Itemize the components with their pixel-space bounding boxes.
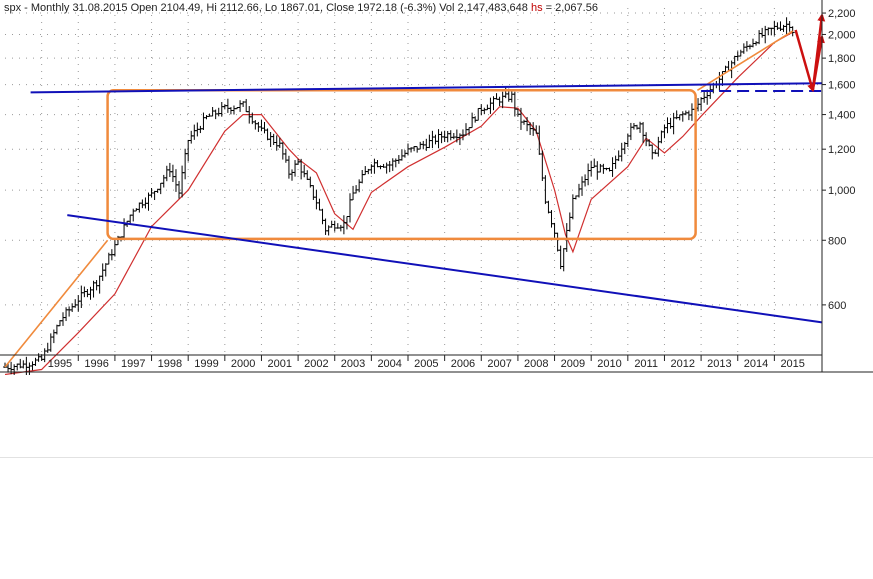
x-tick-label: 2007 xyxy=(487,358,511,370)
y-tick-label: 1,800 xyxy=(828,53,856,65)
header-prefix: spx - Monthly 31.08.2015 Open 2104.49, H… xyxy=(4,2,528,14)
x-tick-label: 2004 xyxy=(377,358,401,370)
x-tick-label: 2013 xyxy=(707,358,731,370)
grid xyxy=(5,8,822,355)
trend-line xyxy=(30,82,823,94)
x-tick-label: 2011 xyxy=(634,358,658,370)
price-chart: 2,200 2,000 1,800 1,600 1,400 1,200 1,000 800 60… xyxy=(0,0,873,375)
divider xyxy=(0,457,873,458)
y-tick-label: 800 xyxy=(828,235,846,247)
x-tick-label: 1998 xyxy=(158,358,182,370)
x-tick-label: 2014 xyxy=(744,358,768,370)
y-tick-label: 1,200 xyxy=(828,144,856,156)
x-tick-label: 1997 xyxy=(121,358,145,370)
x-tick-label: 2009 xyxy=(561,358,585,370)
x-tick-label: 2012 xyxy=(671,358,695,370)
x-tick-label: 2002 xyxy=(304,358,328,370)
hs-label: hs xyxy=(530,2,543,14)
moving-average-line xyxy=(4,31,793,375)
trend-line xyxy=(696,30,794,91)
x-tick-label: 1996 xyxy=(84,358,108,370)
x-tick-label: 1999 xyxy=(194,358,218,370)
y-tick-label: 1,400 xyxy=(828,110,856,122)
x-tick-label: 2005 xyxy=(414,358,438,370)
x-tick-label: 2001 xyxy=(268,358,292,370)
range-box xyxy=(106,89,697,241)
y-tick-label: 600 xyxy=(828,300,846,312)
x-tick-label: 2003 xyxy=(341,358,365,370)
y-tick-label: 1,600 xyxy=(828,80,856,92)
chart-area: 2,200 2,000 1,800 1,600 1,400 1,200 1,000 800 60… xyxy=(0,0,873,375)
x-tick-label: 2008 xyxy=(524,358,548,370)
y-tick-label: 2,000 xyxy=(828,29,856,41)
x-tick-label: 2015 xyxy=(780,358,804,370)
trend-line xyxy=(67,214,823,324)
y-tick-label: 1,000 xyxy=(828,185,856,197)
hs-value: = 2,067.56 xyxy=(542,2,598,14)
x-tick-label: 2006 xyxy=(451,358,475,370)
projection-arrow xyxy=(811,34,825,91)
x-tick-label: 1995 xyxy=(48,358,72,370)
projection-arrow xyxy=(794,29,816,93)
overlay-lines-front xyxy=(4,13,826,368)
overlay-lines xyxy=(4,31,793,375)
axes: 2,200 2,000 1,800 1,600 1,400 1,200 1,000 800 60… xyxy=(0,0,873,373)
chart-header: spx - Monthly 31.08.2015 Open 2104.49, H… xyxy=(4,2,598,14)
x-tick-label: 2010 xyxy=(597,358,621,370)
trend-line xyxy=(4,239,109,368)
x-tick-label: 2000 xyxy=(231,358,255,370)
y-tick-label: 2,200 xyxy=(828,8,856,20)
price-bars xyxy=(3,17,795,375)
